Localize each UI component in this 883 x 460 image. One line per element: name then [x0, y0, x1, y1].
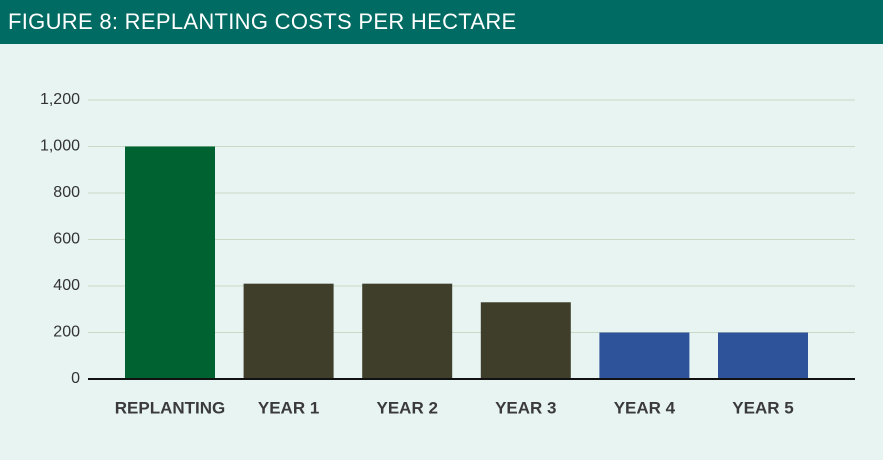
bar — [125, 146, 215, 379]
x-tick-label: YEAR 2 — [376, 398, 437, 417]
y-tick-label: 1,200 — [40, 91, 80, 108]
y-tick-label: 800 — [53, 184, 80, 201]
bar — [362, 283, 453, 379]
x-tick-label: YEAR 3 — [495, 398, 556, 417]
y-tick-label: 200 — [53, 324, 80, 341]
y-tick-label: 400 — [53, 277, 80, 294]
bar — [480, 302, 571, 379]
bar — [243, 283, 334, 379]
x-tick-label: REPLANTING — [115, 398, 226, 417]
y-tick-label: 600 — [53, 231, 80, 248]
y-tick-label: 0 — [71, 370, 80, 387]
x-tick-label: YEAR 4 — [614, 398, 676, 417]
chart-title: FIGURE 8: REPLANTING COSTS PER HECTARE — [0, 0, 883, 44]
y-tick-label: 1,000 — [40, 138, 80, 155]
bar — [599, 332, 690, 379]
bar — [718, 332, 808, 379]
x-tick-label: YEAR 5 — [732, 398, 793, 417]
x-tick-label: YEAR 1 — [258, 398, 319, 417]
